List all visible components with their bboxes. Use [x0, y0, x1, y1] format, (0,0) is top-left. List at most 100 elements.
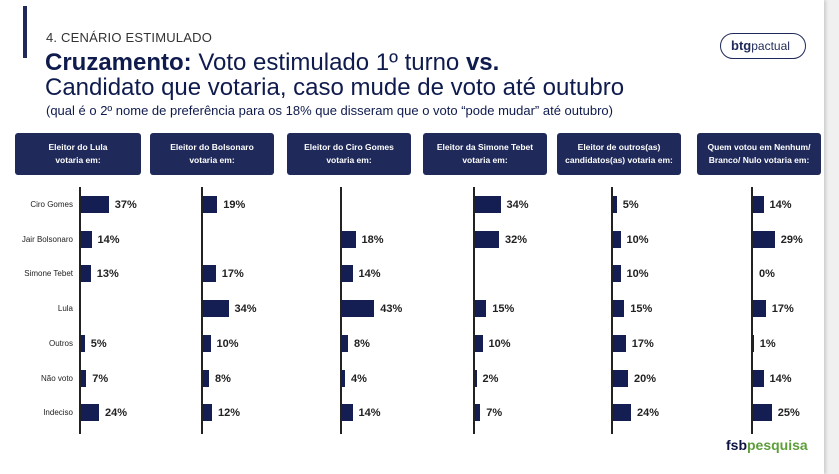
- accent-bar: [23, 6, 27, 58]
- bar: [475, 404, 481, 421]
- page-title: Cruzamento: Voto estimulado 1º turno vs.…: [45, 50, 624, 100]
- bar: [613, 231, 621, 248]
- value-label: 1%: [759, 338, 776, 350]
- bar: [203, 196, 218, 213]
- panel-axis: [611, 187, 613, 434]
- bar: [613, 300, 625, 317]
- bar: [475, 231, 499, 248]
- value-label: 5%: [622, 199, 639, 211]
- panel-header-text: Eleitor da Simone Tebet votaria em:: [437, 141, 533, 167]
- panel-header-line: Eleitor da Simone Tebet: [436, 142, 534, 152]
- panel-header-line: votaria em:: [55, 155, 101, 165]
- panel-header-line: votaria em:: [326, 155, 372, 165]
- panel-header-4: Eleitor da Simone Tebet votaria em:: [423, 133, 547, 175]
- value-label: 14%: [97, 234, 120, 246]
- value-label: 14%: [358, 407, 381, 419]
- value-label: 13%: [96, 268, 119, 280]
- value-label: 32%: [505, 234, 528, 246]
- bar: [81, 370, 87, 387]
- panel-header-2: Eleitor do Bolsonaro votaria em:: [150, 133, 274, 175]
- category-label: Simone Tebet: [24, 269, 73, 278]
- value-label: 18%: [361, 234, 384, 246]
- value-label: 17%: [631, 338, 654, 350]
- bar: [81, 231, 92, 248]
- value-label: 17%: [771, 303, 794, 315]
- value-label: 24%: [105, 407, 128, 419]
- value-label: 25%: [777, 407, 800, 419]
- value-label: 14%: [358, 268, 381, 280]
- value-label: 43%: [380, 303, 403, 315]
- bar: [753, 370, 764, 387]
- panel-axis: [201, 187, 203, 434]
- category-label: Outros: [48, 339, 73, 348]
- value-label: 5%: [90, 338, 107, 350]
- value-label: 37%: [114, 199, 137, 211]
- value-label: 4%: [351, 373, 367, 385]
- panel-header-1: Eleitor do Lula votaria em:: [15, 133, 141, 175]
- logo-bold: btg: [731, 38, 752, 53]
- bar: [475, 196, 501, 213]
- bar: [342, 300, 375, 317]
- bar: [81, 196, 109, 213]
- panel-header-line: Eleitor do Ciro Gomes: [304, 142, 394, 152]
- value-label: 34%: [234, 303, 257, 315]
- value-label: 19%: [223, 199, 246, 211]
- btg-pactual-logo: btgpactual: [720, 33, 806, 59]
- bar: [203, 300, 229, 317]
- category-label: Jair Bolsonaro: [21, 235, 73, 244]
- panel-header-5: Eleitor de outros(as) candidatos(as) vota…: [557, 133, 681, 175]
- bar: [613, 265, 621, 282]
- subtitle-note: (qual é o 2º nome de preferência para os…: [46, 103, 613, 118]
- title-line2: Candidato que votaria, caso mude de voto…: [45, 74, 625, 101]
- panel-header-line: Branco/ Nulo votaria em:: [708, 155, 810, 165]
- category-label: Lula: [57, 304, 73, 313]
- panel-header-text: Eleitor do Bolsonaro votaria em:: [170, 141, 254, 167]
- panel-header-6: Quem votou em Nenhum/Branco/ Nulo votari…: [697, 133, 821, 175]
- bar: [753, 300, 766, 317]
- panel-header-line: votaria em:: [462, 155, 508, 165]
- bar: [81, 404, 99, 421]
- bar: [81, 335, 85, 352]
- panel-header-line: Eleitor de outros(as): [577, 142, 661, 152]
- panel-header-line: Eleitor do Bolsonaro: [170, 142, 254, 152]
- value-label: 10%: [626, 234, 649, 246]
- value-label: 14%: [769, 199, 792, 211]
- bar: [342, 265, 353, 282]
- bar: [203, 265, 216, 282]
- bar: [342, 335, 348, 352]
- panel-axis: [473, 187, 475, 434]
- panel-header-text: Eleitor do Ciro Gomes votaria em:: [304, 141, 394, 167]
- value-label: 17%: [221, 268, 244, 280]
- bar: [203, 404, 212, 421]
- value-label: 29%: [780, 234, 803, 246]
- bar: [203, 335, 211, 352]
- footer-logo-bold: fsb: [726, 437, 747, 453]
- bar: [613, 370, 628, 387]
- value-label: 14%: [769, 373, 792, 385]
- value-label: 8%: [354, 338, 370, 350]
- panel-header-line: Eleitor do Lula: [48, 142, 108, 152]
- bar: [475, 300, 487, 317]
- bar: [342, 370, 345, 387]
- title-part1: Voto estimulado 1º turno: [191, 49, 466, 76]
- panel-header-line: candidatos(as) votaria em:: [565, 155, 673, 165]
- bar: [475, 370, 477, 387]
- footer-logo-rest: pesquisa: [747, 437, 808, 453]
- panel-header-text: Eleitor do Lula votaria em:: [48, 141, 107, 167]
- bar: [753, 335, 754, 352]
- value-label: 0%: [759, 268, 775, 280]
- bar: [342, 231, 356, 248]
- section-label: 4. CENÁRIO ESTIMULADO: [46, 30, 213, 45]
- value-label: 10%: [626, 268, 649, 280]
- panel-header-line: Quem votou em Nenhum/: [707, 142, 811, 152]
- value-label: 15%: [630, 303, 653, 315]
- bar: [753, 196, 764, 213]
- panel-header-text: Eleitor de outros(as) candidatos(as) vota…: [565, 141, 673, 167]
- fsb-pesquisa-logo: fsbpesquisa: [726, 437, 808, 453]
- value-label: 24%: [637, 407, 660, 419]
- panel-header-line: votaria em:: [189, 155, 235, 165]
- value-label: 20%: [634, 373, 657, 385]
- bar: [753, 231, 775, 248]
- title-bold: Cruzamento:: [45, 49, 192, 76]
